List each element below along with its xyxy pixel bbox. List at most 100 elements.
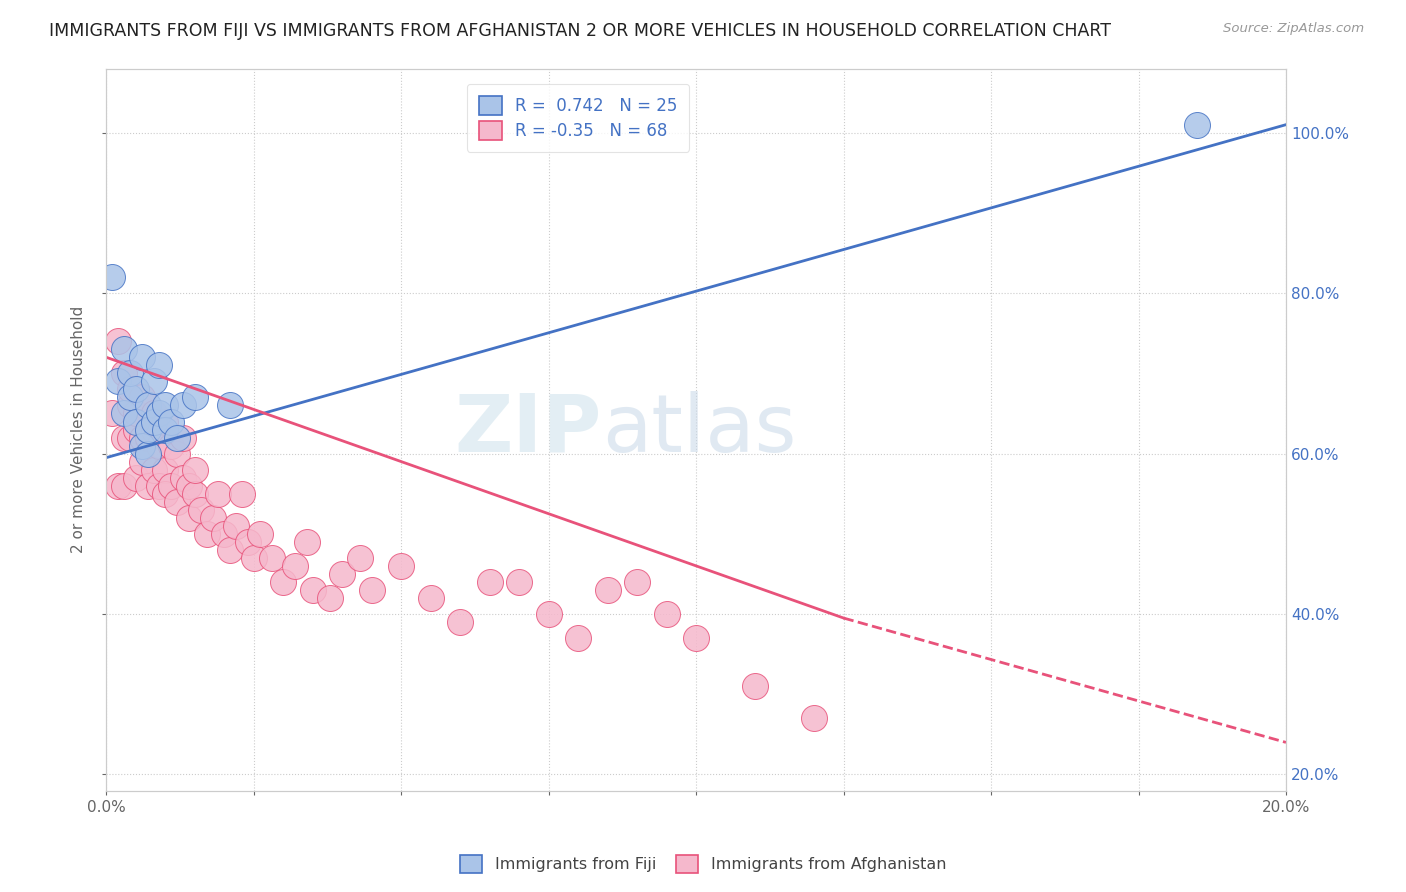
Y-axis label: 2 or more Vehicles in Household: 2 or more Vehicles in Household [72,306,86,553]
Point [142,407,165,421]
Point [118,367,141,381]
Point [295,534,318,549]
Point [449,615,471,629]
Point [184,462,207,476]
Point [537,607,560,621]
Point [148,478,170,492]
Point [118,399,141,413]
Point [301,582,323,597]
Point [596,582,619,597]
Point [155,399,177,413]
Text: IMMIGRANTS FROM FIJI VS IMMIGRANTS FROM AFGHANISTAN 2 OR MORE VEHICLES IN HOUSEH: IMMIGRANTS FROM FIJI VS IMMIGRANTS FROM … [49,22,1111,40]
Point [125,383,148,397]
Point [201,510,224,524]
Point [567,631,589,645]
Point [166,431,188,445]
Point [160,415,183,429]
Point [160,478,183,492]
Point [236,534,259,549]
Point [330,566,353,581]
Point [508,574,530,589]
Point [160,439,183,453]
Point [166,494,188,508]
Point [195,526,218,541]
Point [319,591,342,605]
Point [207,486,229,500]
Point [118,431,141,445]
Point [136,478,159,492]
Point [1187,118,1209,132]
Point [125,470,148,484]
Point [419,591,441,605]
Point [136,447,159,461]
Legend: R =  0.742   N = 25, R = -0.35   N = 68: R = 0.742 N = 25, R = -0.35 N = 68 [467,84,689,152]
Point [155,462,177,476]
Point [112,407,135,421]
Point [655,607,678,621]
Point [131,391,153,405]
Point [349,550,371,565]
Point [225,518,247,533]
Point [177,510,200,524]
Point [172,399,194,413]
Point [249,526,271,541]
Point [142,375,165,389]
Point [131,439,153,453]
Point [107,334,129,349]
Point [131,455,153,469]
Point [155,486,177,500]
Point [148,407,170,421]
Point [131,431,153,445]
Point [136,423,159,437]
Point [142,415,165,429]
Point [136,431,159,445]
Point [112,478,135,492]
Point [101,407,124,421]
Point [136,399,159,413]
Point [219,399,242,413]
Point [125,407,148,421]
Point [166,447,188,461]
Point [190,502,212,516]
Text: ZIP: ZIP [454,391,602,468]
Text: atlas: atlas [602,391,796,468]
Point [172,431,194,445]
Point [112,367,135,381]
Point [744,679,766,693]
Point [184,486,207,500]
Point [685,631,707,645]
Legend: Immigrants from Fiji, Immigrants from Afghanistan: Immigrants from Fiji, Immigrants from Af… [454,848,952,880]
Point [478,574,501,589]
Point [142,423,165,437]
Point [118,383,141,397]
Point [360,582,382,597]
Point [125,423,148,437]
Text: Source: ZipAtlas.com: Source: ZipAtlas.com [1223,22,1364,36]
Point [112,343,135,357]
Point [118,391,141,405]
Point [112,431,135,445]
Point [214,526,236,541]
Point [231,486,253,500]
Point [177,478,200,492]
Point [125,415,148,429]
Point [107,478,129,492]
Point [148,439,170,453]
Point [284,558,307,573]
Point [155,423,177,437]
Point [273,574,295,589]
Point [131,351,153,365]
Point [184,391,207,405]
Point [155,415,177,429]
Point [803,711,825,725]
Point [626,574,648,589]
Point [219,542,242,557]
Point [148,359,170,373]
Point [260,550,283,565]
Point [101,270,124,285]
Point [107,375,129,389]
Point [243,550,266,565]
Point [172,470,194,484]
Point [389,558,412,573]
Point [142,462,165,476]
